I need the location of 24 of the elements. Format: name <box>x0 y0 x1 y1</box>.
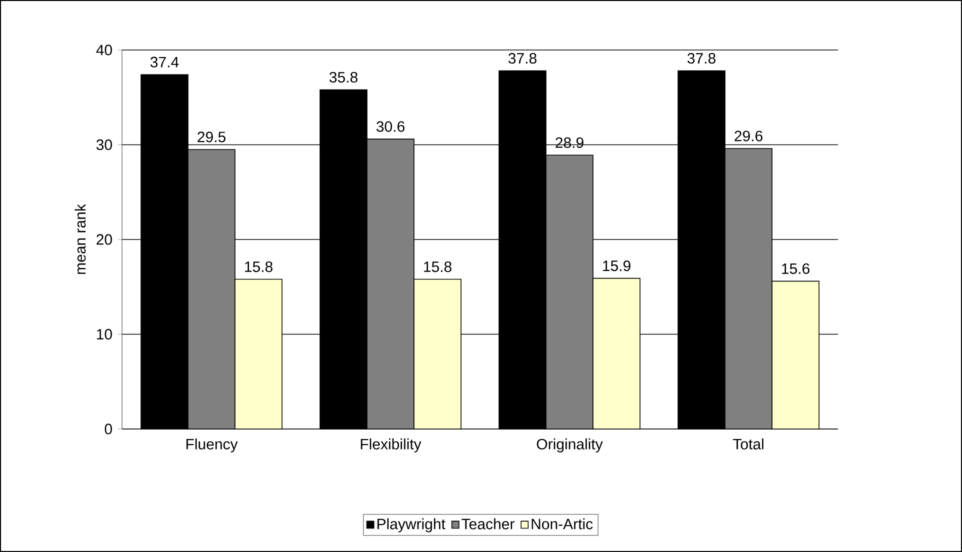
data-label: 15.6 <box>782 263 810 274</box>
x-tick-label: Flexibility <box>360 438 422 452</box>
y-tick-label: 20 <box>96 234 112 245</box>
data-label: 15.8 <box>424 261 452 272</box>
x-tick-label: Total <box>733 438 764 450</box>
y-tick-label: 30 <box>96 139 112 150</box>
y-tick-label: 0 <box>104 424 112 434</box>
legend-label: Teacher <box>462 518 514 530</box>
data-label: 35.8 <box>329 72 358 83</box>
legend-label: Playwright <box>378 518 446 532</box>
data-label: 15.9 <box>603 260 630 272</box>
data-label: 37.8 <box>508 53 536 64</box>
data-label: 15.8 <box>245 261 272 272</box>
data-label: 37.8 <box>687 53 716 64</box>
y-axis-title: mean rank <box>74 204 86 274</box>
x-tick-label: Originality <box>536 438 603 452</box>
x-tick-label: Fluency <box>186 438 238 452</box>
y-tick-label: 40 <box>96 44 112 56</box>
data-label: 37.4 <box>150 56 179 68</box>
data-label: 30.6 <box>376 121 404 132</box>
data-label: 29.5 <box>198 132 226 142</box>
legend-label: Non-Artic <box>532 518 593 530</box>
y-tick-label: 10 <box>97 328 112 340</box>
data-label: 29.6 <box>734 130 762 142</box>
